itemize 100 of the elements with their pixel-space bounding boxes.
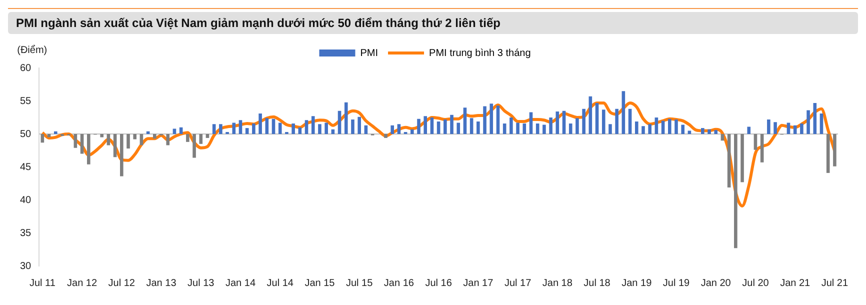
y-tick-label: 30 [20, 260, 32, 272]
bar [622, 91, 626, 134]
x-tick-label: Jan 13 [146, 278, 177, 289]
bar [806, 110, 810, 134]
x-tick-label: Jul 16 [425, 278, 452, 289]
legend-label: PMI trung bình 3 tháng [429, 48, 531, 59]
y-axis-title: (Điểm) [17, 44, 48, 56]
bar [774, 122, 777, 134]
y-tick-label: 45 [20, 162, 32, 173]
bar [556, 112, 560, 134]
bar [754, 134, 758, 150]
bar [734, 134, 738, 248]
bar [595, 102, 599, 134]
legend-label: PMI [360, 48, 378, 59]
bar [476, 121, 480, 134]
bar [265, 118, 269, 134]
bar [186, 134, 190, 142]
bar [813, 102, 817, 134]
bar [688, 130, 692, 134]
bar [588, 96, 592, 134]
bar [40, 134, 44, 143]
bar [351, 119, 354, 134]
bar [483, 106, 486, 134]
bar [661, 120, 665, 134]
bar [516, 122, 520, 134]
bar [212, 124, 216, 134]
bar [642, 126, 645, 134]
bar [654, 118, 658, 134]
bar [206, 134, 210, 138]
bar [86, 134, 90, 164]
x-tick-label: Jul 13 [188, 278, 215, 289]
bar [133, 134, 137, 140]
bar [219, 124, 222, 134]
x-tick-label: Jan 20 [700, 278, 732, 289]
x-tick-label: Jul 15 [346, 278, 374, 289]
chart-title: PMI ngành sản xuất của Việt Nam giảm mạnh dưới mức 50 điểm tháng thứ 2 liên tiếp [8, 12, 858, 34]
bar [272, 118, 276, 134]
bar [502, 123, 506, 134]
bar [417, 118, 420, 134]
bar [113, 134, 117, 158]
bar [238, 120, 242, 134]
bar [648, 124, 652, 134]
x-tick-label: Jan 19 [622, 278, 652, 289]
bar [747, 126, 751, 134]
bar [364, 125, 368, 134]
x-tick-label: Jan 18 [542, 278, 573, 289]
bar [820, 114, 824, 134]
bar [490, 104, 494, 134]
bar [720, 134, 724, 141]
bar [54, 131, 58, 134]
bar [192, 134, 196, 158]
bar [701, 128, 704, 134]
bar [522, 123, 526, 134]
bar [120, 134, 124, 176]
bar [615, 108, 618, 134]
bar [338, 110, 342, 134]
bar [668, 118, 672, 134]
bar [602, 110, 606, 134]
bar [800, 123, 804, 134]
bar [166, 134, 170, 146]
bar [576, 118, 579, 134]
bar [568, 123, 572, 134]
y-tick-label: 60 [20, 62, 32, 74]
x-tick-label: Jul 11 [29, 278, 56, 289]
bar [674, 119, 678, 134]
bar [542, 124, 546, 134]
bar [634, 121, 638, 134]
bar [582, 108, 586, 134]
bar [760, 134, 764, 162]
x-tick-label: Jul 18 [584, 278, 611, 289]
bar [384, 134, 388, 138]
x-tick-label: Jan 15 [304, 278, 336, 289]
bar [311, 116, 315, 134]
y-tick-label: 50 [20, 128, 32, 140]
bar [344, 102, 348, 134]
bar [430, 118, 434, 134]
x-tick-label: Jul 20 [742, 278, 770, 289]
bar [318, 124, 322, 134]
bar [258, 114, 262, 134]
bar [232, 122, 236, 134]
x-tick-label: Jan 16 [384, 278, 414, 289]
bar [529, 112, 533, 134]
bar [252, 123, 256, 134]
bar [304, 120, 308, 134]
bar [74, 134, 78, 148]
bar [292, 123, 295, 134]
bar [496, 106, 500, 134]
bar [727, 134, 731, 188]
bar [562, 110, 566, 134]
x-tick-label: Jul 12 [108, 278, 136, 289]
bar [740, 134, 744, 182]
bar [793, 125, 797, 134]
bar [390, 125, 394, 134]
bar [628, 108, 632, 134]
x-tick-label: Jul 19 [662, 278, 690, 289]
x-tick-label: Jan 14 [225, 278, 256, 289]
y-tick-label: 35 [20, 228, 32, 239]
bar [47, 134, 51, 138]
bar [436, 121, 440, 134]
x-tick-label: Jan 12 [67, 278, 98, 289]
